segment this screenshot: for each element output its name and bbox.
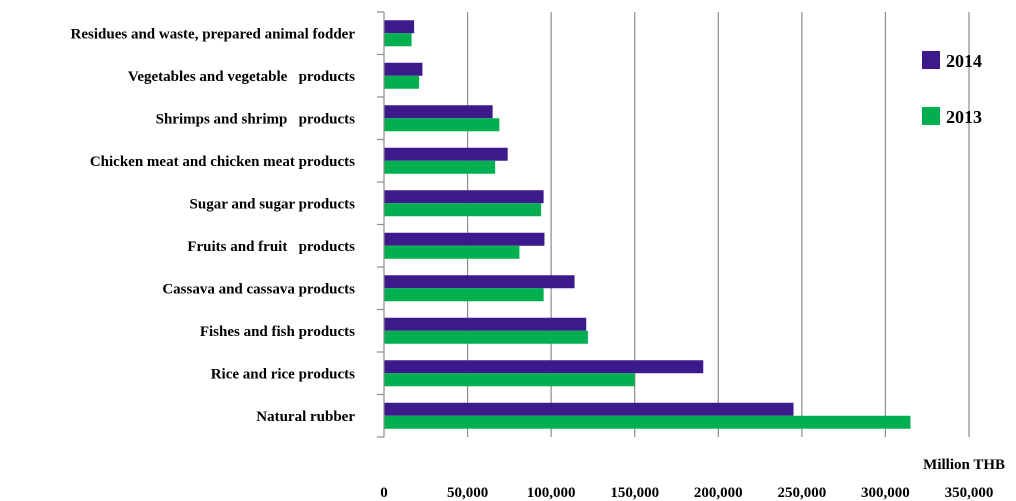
bar-2014 — [384, 105, 493, 119]
legend-label-2013: 2013 — [946, 107, 982, 127]
category-label: Vegetables and vegetable products — [128, 69, 355, 85]
bar-2014 — [384, 147, 508, 161]
x-tick-label: 300,000 — [861, 485, 910, 501]
bars — [384, 20, 911, 429]
bar-2013 — [384, 373, 635, 387]
bar-2013 — [384, 33, 412, 47]
x-tick-labels: 0 50,000 100,000 150,000 200,000 250,000 300,0… — [380, 485, 993, 501]
category-label: Fishes and fish products — [200, 324, 355, 340]
category-label: Chicken meat and chicken meat products — [90, 154, 355, 170]
bar-2013 — [384, 75, 420, 89]
bar-2013 — [384, 160, 496, 174]
category-label: Rice and rice products — [211, 366, 355, 382]
category-label: Residues and waste, prepared animal fodd… — [71, 26, 356, 42]
category-label: Cassava and cassava products — [162, 281, 355, 297]
bar-2014 — [384, 275, 575, 289]
legend-label-2014: 2014 — [946, 51, 982, 71]
bar-2013 — [384, 288, 544, 302]
category-label: Natural rubber — [256, 409, 355, 425]
bar-2013 — [384, 330, 588, 344]
bar-2014 — [384, 232, 545, 246]
legend-swatch-2013 — [922, 107, 940, 125]
category-label: Shrimps and shrimp products — [156, 111, 356, 127]
x-tick-label: 200,000 — [694, 485, 743, 501]
x-tick-label: 250,000 — [777, 485, 826, 501]
category-labels: Natural rubber Rice and rice products Fish… — [71, 26, 356, 425]
bar-2013 — [384, 415, 911, 429]
bar-2014 — [384, 62, 423, 76]
category-label: Fruits and fruit products — [187, 239, 355, 255]
bar-2013 — [384, 118, 500, 132]
gridlines — [466, 12, 970, 437]
x-tick-label: 350,000 — [945, 485, 994, 501]
x-tick-label: 100,000 — [527, 485, 576, 501]
y-axis — [377, 11, 385, 438]
bar-2013 — [384, 245, 520, 259]
legend: 2014 2013 — [922, 51, 982, 127]
bar-2013 — [384, 203, 542, 217]
x-tick-label: 150,000 — [610, 485, 659, 501]
bar-2014 — [384, 360, 704, 374]
bar-2014 — [384, 317, 587, 331]
bar-2014 — [384, 402, 794, 416]
x-axis-label: Million THB — [923, 457, 1005, 473]
bar-2014 — [384, 190, 544, 204]
category-label: Sugar and sugar products — [190, 196, 356, 212]
x-tick-label: 0 — [380, 485, 388, 501]
legend-swatch-2014 — [922, 51, 940, 69]
x-tick-label: 50,000 — [447, 485, 488, 501]
bar-2014 — [384, 20, 415, 34]
